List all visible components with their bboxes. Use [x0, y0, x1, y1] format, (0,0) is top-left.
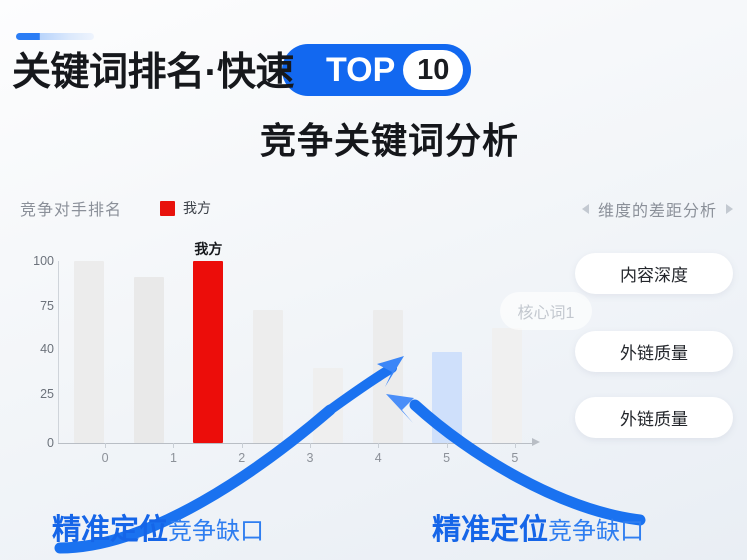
caption-right: 精准定位 竞争缺口 — [432, 506, 644, 548]
dimension-pill-content-depth[interactable]: 内容深度 — [575, 253, 733, 294]
x-axis-tick-label: 2 — [238, 451, 246, 465]
main-title-row: 关键词排名·快速 — [12, 44, 295, 100]
y-axis-tick-label: 25 — [40, 387, 54, 401]
x-axis-tick — [105, 443, 107, 448]
triangle-right-icon — [726, 204, 733, 214]
bar-competitor[interactable] — [492, 328, 523, 443]
x-axis-tick — [310, 443, 311, 448]
y-axis-tick-label: 40 — [40, 342, 54, 356]
y-axis-tick-label: 75 — [40, 299, 54, 313]
chart-legend: 竞争对手排名 我方 — [20, 196, 211, 220]
dimension-gap-header: 维度的差距分析 — [581, 197, 733, 221]
x-axis-tick — [446, 443, 448, 448]
competitor-bar-chart: 100 75 40 25 0 我方 0 1 2 3 4 5 5 — [18, 241, 540, 465]
x-axis-line — [58, 443, 534, 444]
bar-highlight-mine[interactable] — [193, 261, 224, 443]
y-axis-tick-label: 0 — [47, 436, 54, 450]
dimension-gap-title: 维度的差距分析 — [597, 203, 717, 220]
progress-bar-decoration — [16, 33, 94, 40]
bar-competitor[interactable] — [372, 310, 403, 443]
y-axis-tick-label: 100 — [33, 254, 54, 268]
legend-item-label: 我方 — [183, 200, 212, 216]
x-axis-tick-label: 4 — [374, 451, 382, 465]
bar-competitor[interactable] — [253, 310, 284, 443]
y-axis-labels: 100 75 40 25 0 — [18, 248, 54, 450]
x-axis-tick — [173, 443, 175, 448]
bar-competitor[interactable] — [312, 368, 343, 443]
core-keyword-ghost-pill[interactable]: 核心词1 — [500, 292, 592, 330]
caption-right-strong: 精准定位 — [432, 514, 549, 546]
x-axis-tick — [378, 443, 380, 448]
x-axis-tick-label: 5 — [443, 451, 451, 465]
caption-left-strong: 精准定位 — [52, 514, 169, 546]
bar-competitor[interactable] — [133, 277, 164, 443]
bar-competitor[interactable] — [432, 352, 463, 443]
page-subtitle: 竞争关键词分析 — [259, 120, 519, 161]
dimension-pill-backlink-quality-2[interactable]: 外链质量 — [575, 397, 733, 438]
top-rank-badge: TOP 10 — [282, 44, 472, 96]
x-axis-tick — [241, 443, 243, 448]
x-axis-tick-label: 5 — [511, 451, 519, 465]
legend-item-mine: 我方 — [160, 198, 211, 218]
caption-left: 精准定位 竞争缺口 — [52, 506, 264, 548]
legend-title: 竞争对手排名 — [20, 202, 123, 219]
chart-plot-area: 我方 — [59, 241, 537, 443]
bar-competitor[interactable] — [73, 261, 104, 443]
caption-right-soft: 竞争缺口 — [548, 518, 645, 545]
triangle-left-icon — [581, 204, 589, 214]
legend-swatch-icon — [160, 200, 176, 216]
y-axis-line — [58, 261, 59, 444]
x-axis-tick — [514, 443, 516, 448]
page-title: 关键词排名·快速 — [12, 50, 295, 94]
x-axis-tick-label: 0 — [101, 451, 109, 465]
bar-annotation-label: 我方 — [194, 241, 223, 257]
badge-top-label: TOP — [326, 51, 396, 89]
dimension-pill-backlink-quality-1[interactable]: 外链质量 — [575, 331, 733, 372]
badge-number: 10 — [403, 50, 464, 90]
x-axis-tick-label: 1 — [169, 451, 177, 465]
x-axis-tick-label: 3 — [306, 451, 314, 465]
caption-left-soft: 竞争缺口 — [168, 518, 265, 545]
